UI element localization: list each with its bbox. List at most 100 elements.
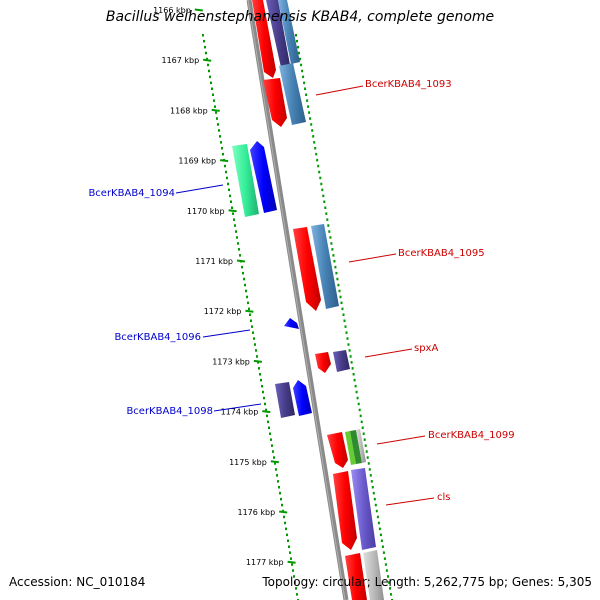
rail-dot bbox=[354, 384, 357, 388]
rail-dot bbox=[285, 527, 287, 531]
gene-label-1096: BcerKBAB4_1096 bbox=[114, 332, 201, 343]
rail-dot bbox=[319, 176, 322, 180]
label-connector bbox=[385, 497, 435, 506]
rail-dot bbox=[328, 230, 331, 233]
rail-dot bbox=[258, 367, 260, 370]
rail-dot bbox=[275, 468, 277, 471]
gene-arrow bbox=[345, 553, 367, 600]
rail-dot bbox=[280, 497, 282, 501]
rail-dot bbox=[221, 147, 223, 150]
genome-summary-text: Topology: circular; Length: 5,262,775 bp… bbox=[262, 575, 592, 589]
rail-dot bbox=[236, 236, 238, 239]
rail-dot bbox=[206, 57, 208, 61]
rail-dot bbox=[334, 265, 337, 269]
rail-dot bbox=[366, 456, 369, 459]
rail-dot bbox=[357, 402, 360, 406]
kbp-tick bbox=[194, 8, 203, 12]
rail-dot bbox=[284, 521, 286, 525]
gene-arrow bbox=[333, 471, 357, 550]
rail-dot bbox=[351, 367, 354, 370]
rail-dot bbox=[228, 188, 230, 192]
rail-dot bbox=[237, 242, 239, 245]
rail-dot bbox=[343, 319, 346, 322]
rail-dot bbox=[306, 99, 309, 102]
kbp-label: 1176 kbp bbox=[237, 508, 275, 517]
gene-arrow bbox=[275, 382, 295, 418]
rail-dot bbox=[346, 337, 349, 340]
genome-backbone-highlight bbox=[247, 0, 346, 600]
rail-dot bbox=[233, 218, 235, 221]
rail-dot bbox=[348, 349, 351, 352]
rail-dot bbox=[250, 319, 252, 322]
rail-dot bbox=[232, 212, 234, 215]
rail-dot bbox=[323, 200, 326, 203]
kbp-scale: 1166 kbp 1167 kbp 1168 kbp 1169 kbp 1170 kbp… bbox=[153, 6, 296, 567]
rail-dot bbox=[269, 432, 271, 435]
rail-dot bbox=[244, 283, 246, 287]
gene-labels: BcerKBAB4_1093 BcerKBAB4_1094 BcerKBAB4_… bbox=[88, 79, 515, 506]
rail-dot bbox=[225, 170, 227, 174]
gene-arrow bbox=[293, 227, 321, 311]
gene-arrow bbox=[250, 141, 277, 213]
rail-dot bbox=[295, 587, 297, 590]
label-connector bbox=[213, 403, 262, 412]
gene-arrow bbox=[311, 224, 339, 309]
rail-dot bbox=[342, 313, 345, 316]
rail-dot bbox=[217, 123, 219, 126]
gene-label-1099: BcerKBAB4_1099 bbox=[428, 430, 515, 441]
rail-dot bbox=[204, 45, 206, 49]
kbp-label: 1168 kbp bbox=[170, 106, 208, 115]
kbp-label: 1171 kbp bbox=[195, 257, 233, 266]
rail-dot bbox=[320, 182, 323, 186]
rail-dot bbox=[216, 117, 218, 120]
rail-dot bbox=[224, 164, 226, 168]
gene-label-1095: BcerKBAB4_1095 bbox=[398, 248, 485, 259]
rail-dot bbox=[248, 307, 250, 311]
rail-dot bbox=[277, 480, 279, 483]
rail-dot bbox=[202, 34, 204, 37]
rail-dot bbox=[329, 236, 332, 239]
rail-dot bbox=[358, 408, 361, 412]
rail-dot bbox=[283, 515, 285, 519]
rail-dot bbox=[318, 170, 321, 174]
rail-dot bbox=[222, 152, 224, 156]
rail-dot bbox=[300, 63, 303, 67]
gene-arrow bbox=[263, 78, 287, 127]
rail-dot bbox=[311, 129, 314, 132]
kbp-label: 1167 kbp bbox=[161, 56, 199, 65]
rail-dot bbox=[327, 224, 330, 227]
rail-dot bbox=[276, 474, 278, 477]
rail-dot bbox=[209, 75, 211, 79]
rail-dot bbox=[308, 111, 311, 114]
rail-dot bbox=[218, 129, 220, 132]
rail-dot bbox=[388, 581, 390, 584]
rail-dot bbox=[331, 248, 334, 251]
rail-dot bbox=[352, 373, 355, 376]
gene-label-spxA: spxA bbox=[414, 343, 438, 354]
gene-arrow bbox=[232, 144, 259, 217]
rail-dot bbox=[301, 69, 304, 73]
rail-dot bbox=[361, 426, 364, 429]
rail-dot bbox=[273, 456, 275, 459]
rail-dot bbox=[312, 135, 315, 138]
rail-dot bbox=[294, 581, 296, 584]
rail-dot bbox=[355, 390, 358, 394]
rail-dot bbox=[304, 87, 307, 90]
rail-dot bbox=[377, 521, 380, 525]
rail-dot bbox=[310, 123, 313, 126]
rail-dot bbox=[337, 283, 340, 287]
gene-arrow bbox=[350, 430, 362, 464]
rail-dot bbox=[214, 105, 216, 108]
rail-dot bbox=[360, 420, 363, 424]
rail-dot bbox=[219, 135, 221, 138]
rail-dot bbox=[266, 414, 268, 418]
kbp-label: 1175 kbp bbox=[229, 458, 267, 467]
gene-label-cls: cls bbox=[437, 492, 451, 503]
rail-dot bbox=[359, 414, 362, 418]
rail-dot bbox=[374, 503, 377, 507]
rail-dot bbox=[254, 343, 256, 346]
genome-title: Bacillus weihenstephanensis KBAB4, compl… bbox=[105, 9, 495, 25]
kbp-tick bbox=[211, 108, 220, 112]
rail-dot bbox=[281, 503, 283, 507]
rail-dot bbox=[365, 450, 368, 453]
